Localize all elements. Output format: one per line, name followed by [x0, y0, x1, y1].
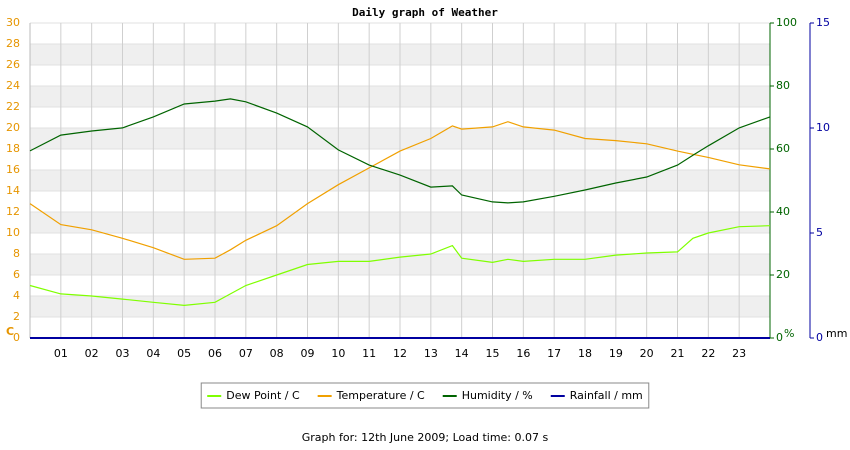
- x-tick-label: 10: [331, 347, 345, 360]
- y2-tick-label: 80: [776, 79, 790, 92]
- y3-tick-label: 5: [816, 226, 823, 239]
- series-line: [29, 121, 771, 260]
- y-tick-label: 18: [6, 142, 20, 155]
- y3-axis-label: mm: [826, 327, 847, 340]
- y-tick-label: 14: [6, 184, 20, 197]
- x-tick-label: 13: [424, 347, 438, 360]
- legend-label: Rainfall / mm: [570, 389, 643, 402]
- y-tick-label: 2: [13, 310, 20, 323]
- x-tick-label: 15: [486, 347, 500, 360]
- x-tick-label: 07: [239, 347, 253, 360]
- y2-tick-label: 40: [776, 205, 790, 218]
- y2-axis-label: %: [784, 327, 794, 340]
- y-tick-label: 8: [13, 247, 20, 260]
- y3-tick-label: 0: [816, 331, 823, 344]
- x-tick-label: 19: [609, 347, 623, 360]
- y-tick-label: 6: [13, 268, 20, 281]
- x-tick-label: 03: [116, 347, 130, 360]
- legend-label: Temperature / C: [336, 389, 425, 402]
- legend-box: [200, 382, 650, 409]
- x-tick-label: 21: [671, 347, 685, 360]
- y2-tick-label: 0: [776, 331, 783, 344]
- x-tick-label: 22: [701, 347, 715, 360]
- y-tick-label: 12: [6, 205, 20, 218]
- x-tick-label: 04: [146, 347, 160, 360]
- x-tick-label: 18: [578, 347, 592, 360]
- x-tick-label: 11: [362, 347, 376, 360]
- y2-tick-label: 20: [776, 268, 790, 281]
- y-tick-label: 28: [6, 37, 20, 50]
- y-tick-label: 24: [6, 79, 20, 92]
- x-tick-label: 16: [516, 347, 530, 360]
- y-tick-label: 26: [6, 58, 20, 71]
- x-tick-label: 01: [54, 347, 68, 360]
- y-tick-label: 20: [6, 121, 20, 134]
- footer: Graph for: 12th June 2009; Load time: 0.…: [302, 431, 549, 444]
- y2-tick-label: 100: [776, 16, 797, 29]
- legend: Dew Point / C Temperature / C Humidity / %…: [200, 382, 650, 409]
- y3-tick-label: 15: [816, 16, 830, 29]
- y2-tick-label: 60: [776, 142, 790, 155]
- chart-title: Daily graph of Weather: [352, 6, 498, 19]
- y-tick-label: 0: [13, 331, 20, 344]
- x-tick-label: 23: [732, 347, 746, 360]
- x-tick-label: 20: [640, 347, 654, 360]
- y3-tick-label: 10: [816, 121, 830, 134]
- x-tick-label: 08: [270, 347, 284, 360]
- x-tick-label: 14: [455, 347, 469, 360]
- series-line: [29, 98, 771, 204]
- x-tick-label: 09: [301, 347, 315, 360]
- x-tick-label: 02: [85, 347, 99, 360]
- y-tick-label: 4: [13, 289, 20, 302]
- x-tick-label: 05: [177, 347, 191, 360]
- y-tick-label: 10: [6, 226, 20, 239]
- legend-label: Humidity / %: [462, 389, 533, 402]
- series-line: [29, 225, 771, 307]
- y-tick-label: 16: [6, 163, 20, 176]
- legend-label: Dew Point / C: [226, 389, 300, 402]
- y-tick-label: 22: [6, 100, 20, 113]
- x-tick-label: 12: [393, 347, 407, 360]
- x-tick-label: 06: [208, 347, 222, 360]
- y-axis-label: C: [6, 325, 14, 338]
- x-tick-label: 17: [547, 347, 561, 360]
- y-tick-label: 30: [6, 16, 20, 29]
